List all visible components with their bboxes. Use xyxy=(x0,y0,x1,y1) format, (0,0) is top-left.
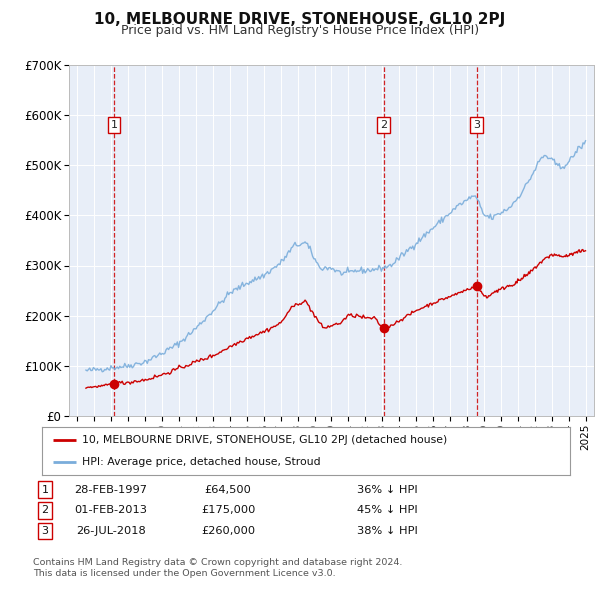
Text: £175,000: £175,000 xyxy=(201,506,255,515)
Text: 1: 1 xyxy=(110,120,118,130)
Text: £64,500: £64,500 xyxy=(205,485,251,494)
Text: 36% ↓ HPI: 36% ↓ HPI xyxy=(357,485,418,494)
Text: HPI: Average price, detached house, Stroud: HPI: Average price, detached house, Stro… xyxy=(82,457,320,467)
Text: 38% ↓ HPI: 38% ↓ HPI xyxy=(357,526,418,536)
Text: 10, MELBOURNE DRIVE, STONEHOUSE, GL10 2PJ: 10, MELBOURNE DRIVE, STONEHOUSE, GL10 2P… xyxy=(94,12,506,27)
Text: 45% ↓ HPI: 45% ↓ HPI xyxy=(357,506,418,515)
Text: Price paid vs. HM Land Registry's House Price Index (HPI): Price paid vs. HM Land Registry's House … xyxy=(121,24,479,37)
Text: 2: 2 xyxy=(380,120,387,130)
Text: £260,000: £260,000 xyxy=(201,526,255,536)
Text: 2: 2 xyxy=(41,506,49,515)
Text: 3: 3 xyxy=(473,120,480,130)
Text: 26-JUL-2018: 26-JUL-2018 xyxy=(76,526,146,536)
Text: 01-FEB-2013: 01-FEB-2013 xyxy=(74,506,148,515)
Text: 1: 1 xyxy=(41,485,49,494)
Text: Contains HM Land Registry data © Crown copyright and database right 2024.
This d: Contains HM Land Registry data © Crown c… xyxy=(33,558,403,578)
Text: 28-FEB-1997: 28-FEB-1997 xyxy=(74,485,148,494)
Text: 3: 3 xyxy=(41,526,49,536)
Text: 10, MELBOURNE DRIVE, STONEHOUSE, GL10 2PJ (detached house): 10, MELBOURNE DRIVE, STONEHOUSE, GL10 2P… xyxy=(82,435,447,445)
